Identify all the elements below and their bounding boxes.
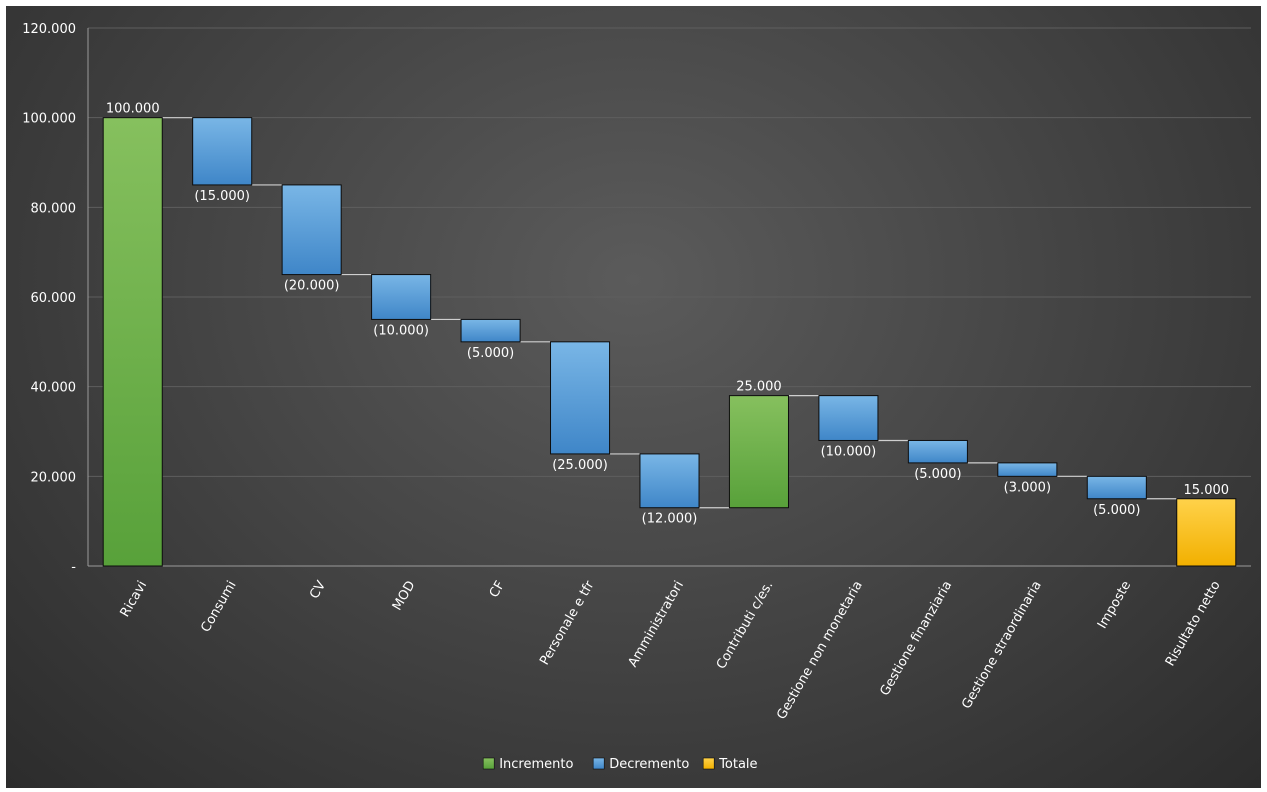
- bars: [102, 117, 1237, 567]
- legend-label: Incremento: [499, 757, 573, 772]
- legend-swatch-total: [702, 757, 715, 770]
- data-label: (5.000): [914, 467, 961, 482]
- bar-cv: [281, 184, 342, 276]
- data-label: (5.000): [1093, 503, 1140, 518]
- bar-contributi-c-es-: [728, 395, 789, 509]
- chart-panel: -20.000 40.000 60.000 80.000 100.000 120.000 …: [6, 6, 1261, 788]
- x-tick-label: Imposte: [1095, 579, 1134, 632]
- x-tick-label: CF: [487, 579, 508, 601]
- x-tick-label: Amministratori: [626, 579, 687, 670]
- legend-swatch-increase: [482, 757, 495, 770]
- y-tick-label: 100.000: [22, 112, 76, 127]
- data-label: (12.000): [642, 512, 698, 527]
- y-axis: - 20.000 40.000 60.000 80.000 100.000 120.000: [22, 22, 1251, 575]
- data-label: (10.000): [821, 444, 877, 459]
- bar-mod: [371, 274, 432, 320]
- bar-gestione-finanziaria: [907, 439, 968, 464]
- grid-lines: [88, 27, 1251, 477]
- bar-ricavi: [102, 117, 163, 567]
- data-label: 25.000: [736, 380, 782, 395]
- x-tick-label: Gestione straordinaria: [959, 579, 1045, 712]
- y-tick-label: 20.000: [31, 470, 77, 485]
- x-tick-label: CV: [307, 578, 329, 601]
- data-label: (25.000): [552, 458, 608, 473]
- data-labels: 100.000 (15.000) (20.000) (10.000) (5.000) (2…: [106, 102, 1229, 527]
- y-tick-label: 40.000: [31, 381, 77, 396]
- y-tick-label: 60.000: [31, 291, 77, 306]
- x-tick-label: Gestione non monetaria: [774, 579, 866, 723]
- bar-imposte: [1086, 475, 1147, 500]
- data-label: (3.000): [1004, 480, 1051, 495]
- y-tick-label: -: [71, 560, 76, 575]
- data-label: (15.000): [194, 189, 250, 204]
- bar-risultato-netto: [1176, 498, 1237, 567]
- data-label: 100.000: [106, 102, 160, 117]
- legend-label: Decremento: [609, 757, 689, 772]
- x-axis: Ricavi Consumi CV MOD CF Personale e tfr Ammin…: [118, 578, 1224, 722]
- legend-swatch-decrease: [592, 757, 605, 770]
- legend-label: Totale: [718, 757, 757, 772]
- bar-consumi: [192, 117, 253, 186]
- connectors: [162, 117, 1177, 509]
- bar-gestione-non-monetaria: [818, 395, 879, 441]
- x-tick-label: Personale e tfr: [537, 578, 598, 668]
- bar-gestione-straordinaria: [997, 462, 1058, 477]
- y-tick-label: 80.000: [31, 201, 77, 216]
- x-tick-label: Consumi: [198, 579, 239, 635]
- waterfall-chart: -20.00040.00060.00080.000100.000120.000 …: [22, 22, 1251, 772]
- bar-cf: [460, 318, 521, 343]
- x-tick-label: Gestione finanziaria: [877, 579, 955, 699]
- x-tick-label: Ricavi: [118, 579, 151, 620]
- x-tick-label: Contributi c/es.: [714, 579, 777, 672]
- bar-amministratori: [639, 453, 700, 509]
- data-label: (20.000): [284, 279, 340, 294]
- data-label: 15.000: [1184, 483, 1230, 498]
- bar-personale-e-tfr: [550, 341, 611, 455]
- x-tick-label: MOD: [390, 579, 419, 614]
- data-label: (10.000): [373, 323, 429, 338]
- data-label: (5.000): [467, 346, 514, 361]
- y-tick-label: 120.000: [22, 22, 76, 37]
- x-tick-label: Risultato netto: [1163, 578, 1224, 669]
- legend: Incremento Decremento Totale: [482, 757, 758, 772]
